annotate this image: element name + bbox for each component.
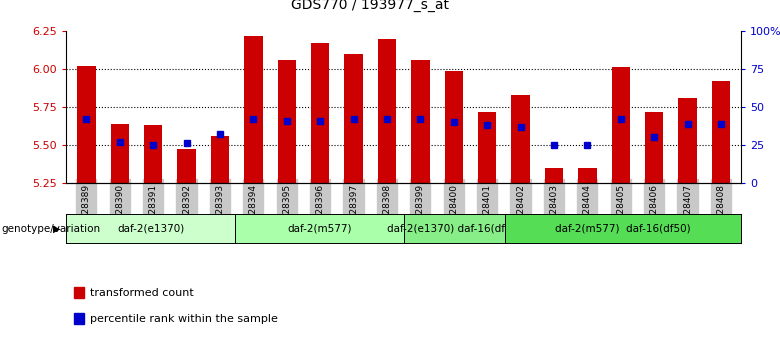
- Bar: [578, 168, 597, 183]
- Bar: [478, 111, 496, 183]
- Bar: [712, 81, 730, 183]
- Text: percentile rank within the sample: percentile rank within the sample: [90, 314, 278, 324]
- Bar: [645, 111, 663, 183]
- Bar: [177, 149, 196, 183]
- Bar: [144, 125, 162, 183]
- Bar: [679, 98, 697, 183]
- Bar: [311, 43, 329, 183]
- Text: transformed count: transformed count: [90, 288, 194, 298]
- Text: daf-2(m577)  daf-16(df50): daf-2(m577) daf-16(df50): [555, 224, 691, 234]
- Text: daf-2(m577): daf-2(m577): [287, 224, 352, 234]
- Text: ▶: ▶: [53, 224, 61, 234]
- Bar: [278, 60, 296, 183]
- Bar: [344, 54, 363, 183]
- Bar: [445, 70, 463, 183]
- Bar: [378, 39, 396, 183]
- Bar: [244, 36, 263, 183]
- Bar: [612, 68, 630, 183]
- Bar: [411, 60, 430, 183]
- Bar: [512, 95, 530, 183]
- Text: daf-2(e1370): daf-2(e1370): [117, 224, 184, 234]
- Bar: [211, 136, 229, 183]
- Text: genotype/variation: genotype/variation: [2, 224, 101, 234]
- Bar: [77, 66, 95, 183]
- Bar: [111, 124, 129, 183]
- Text: GDS770 / 193977_s_at: GDS770 / 193977_s_at: [291, 0, 449, 12]
- Text: daf-2(e1370) daf-16(df50): daf-2(e1370) daf-16(df50): [387, 224, 522, 234]
- Bar: [544, 168, 563, 183]
